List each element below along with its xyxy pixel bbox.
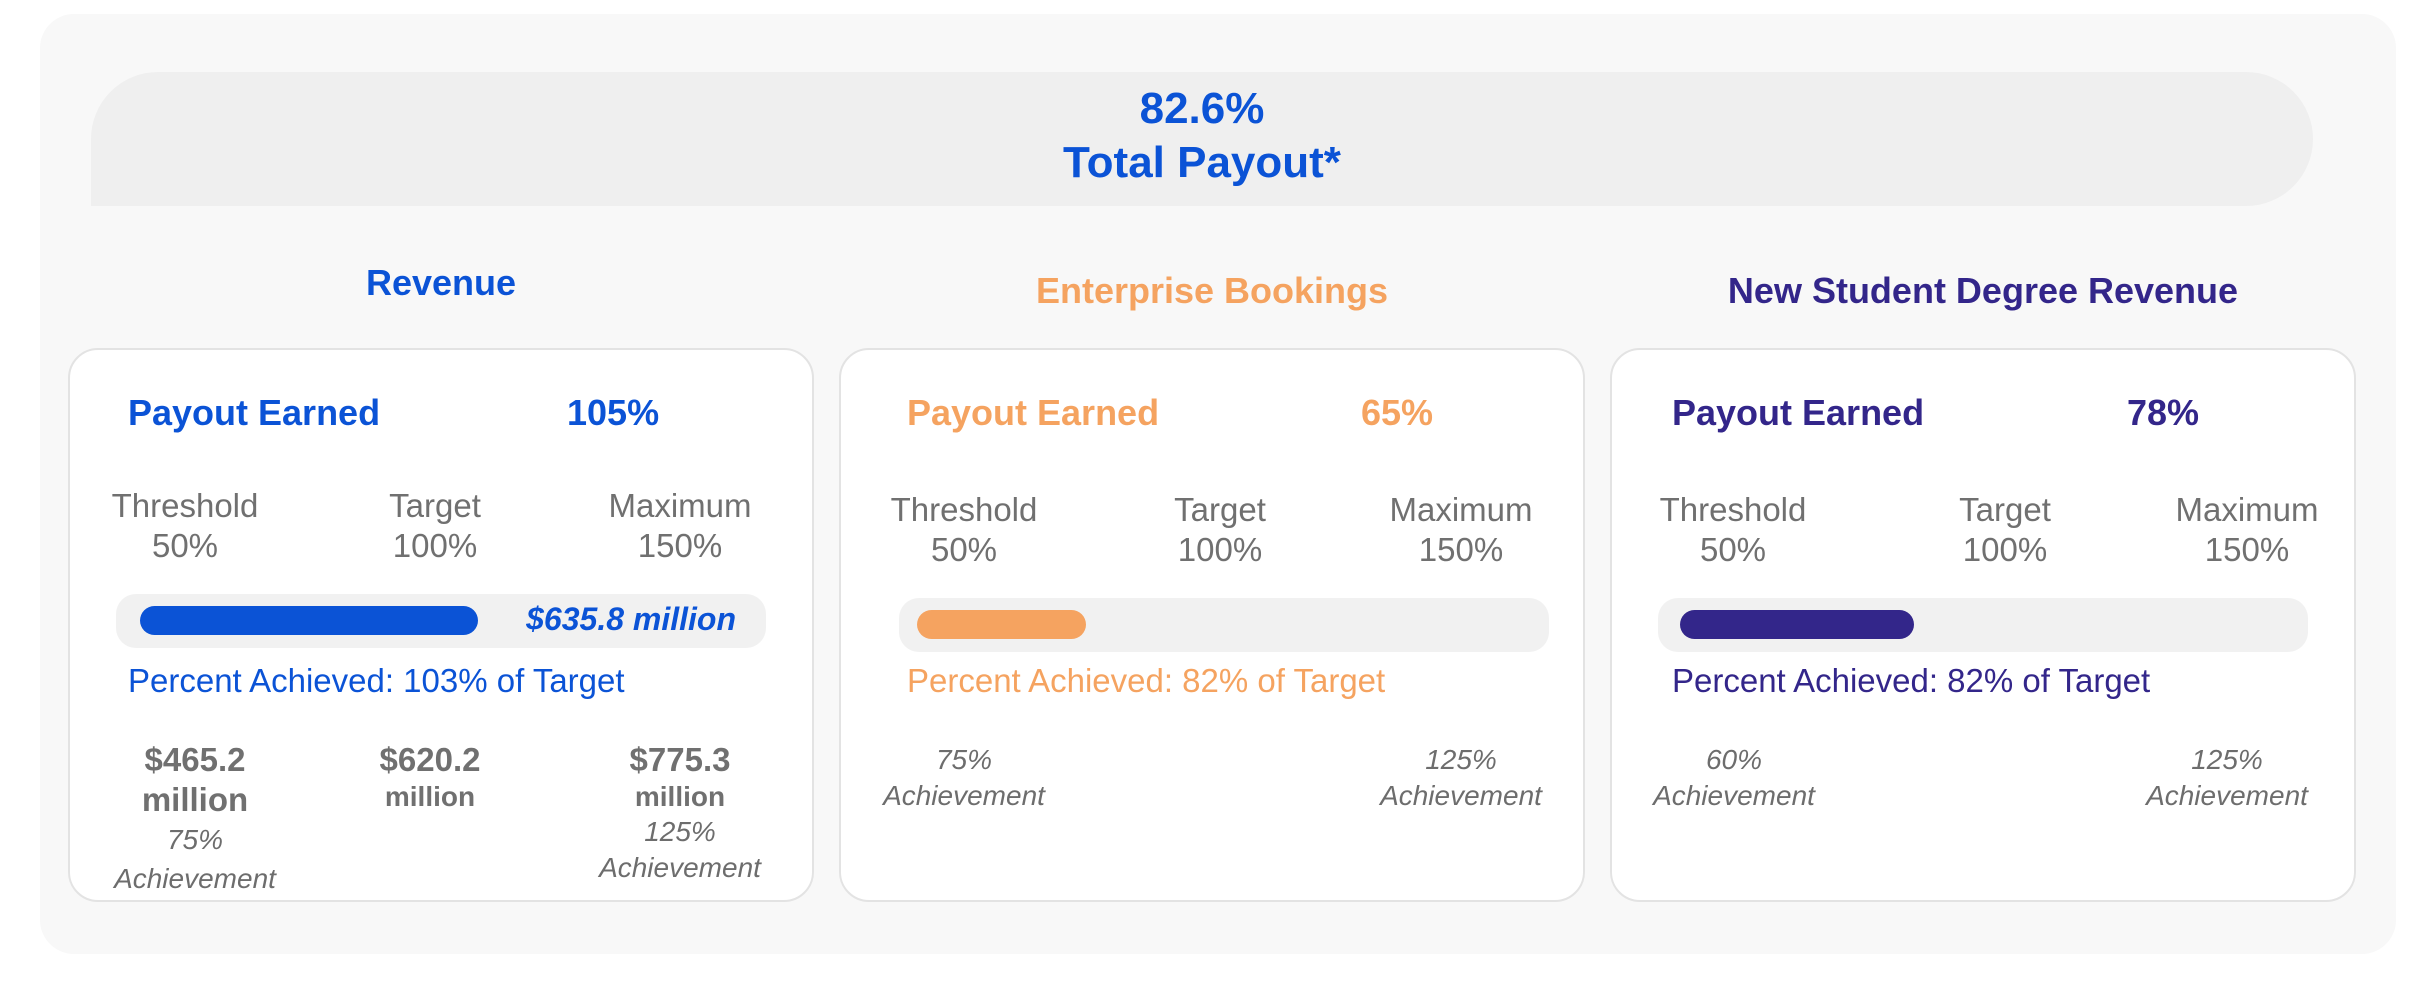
new-student-target: Target 100%: [1930, 490, 2080, 570]
target-label: Target: [1959, 491, 2051, 528]
new-student-threshold-achievement: 60% Achievement: [1629, 742, 1839, 814]
revenue-target-amount: $620.2 million: [340, 740, 520, 814]
enterprise-card: Payout Earned 65% Threshold 50% Target 1…: [839, 348, 1585, 902]
enterprise-progress-track: [899, 598, 1549, 652]
revenue-bar-value: $635.8 million: [526, 601, 736, 637]
threshold-label: Threshold: [890, 491, 1038, 528]
achievement-word: Achievement: [1380, 780, 1542, 811]
threshold-value: 50%: [930, 531, 998, 568]
new-student-maximum: Maximum 150%: [2157, 490, 2337, 570]
maximum-value: 150%: [2204, 531, 2290, 568]
new-student-card: Payout Earned 78% Threshold 50% Target 1…: [1610, 348, 2356, 902]
threshold-value: 50%: [1699, 531, 1767, 568]
enterprise-maximum-achievement: 125% Achievement: [1356, 742, 1566, 814]
new-student-payout-value: 78%: [2127, 392, 2200, 433]
achievement-percent: 125%: [2191, 744, 2263, 775]
target-value: 100%: [1177, 531, 1263, 568]
enterprise-target: Target 100%: [1145, 490, 1295, 570]
revenue-maximum: Maximum 150%: [590, 486, 770, 566]
revenue-payout-label: Payout Earned: [128, 392, 381, 433]
target-value: 100%: [1962, 531, 2048, 568]
total-payout-banner: [91, 72, 2313, 206]
achievement-percent: 75%: [166, 824, 224, 855]
total-payout-label: Total Payout*: [1063, 138, 1341, 187]
revenue-threshold-amount: $465.2 million: [110, 740, 280, 820]
target-label: Target: [389, 487, 481, 524]
achievement-word: Achievement: [1653, 780, 1815, 811]
maximum-value: 150%: [637, 527, 723, 564]
new-student-progress-fill: [1680, 610, 1914, 639]
revenue-threshold-achievement: 75% Achievement: [90, 820, 300, 898]
achievement-word: Achievement: [599, 852, 761, 883]
achievement-word: Achievement: [2146, 780, 2308, 811]
revenue-progress-track: $635.8 million: [116, 594, 766, 648]
target-amount-value: $620.2: [379, 741, 481, 778]
maximum-label: Maximum: [2175, 491, 2319, 528]
achievement-percent: 125%: [644, 816, 716, 847]
achievement-percent: 75%: [935, 744, 993, 775]
threshold-amount-unit: million: [141, 781, 249, 818]
achievement-word: Achievement: [114, 863, 276, 894]
maximum-amount-unit: million: [634, 781, 726, 812]
enterprise-threshold: Threshold 50%: [879, 490, 1049, 570]
enterprise-progress-fill: [917, 610, 1086, 639]
revenue-title: Revenue: [365, 262, 517, 303]
enterprise-threshold-achievement: 75% Achievement: [859, 742, 1069, 814]
enterprise-maximum: Maximum 150%: [1371, 490, 1551, 570]
target-value: 100%: [392, 527, 478, 564]
new-student-maximum-achievement: 125% Achievement: [2122, 742, 2332, 814]
maximum-amount-value: $775.3: [629, 741, 731, 778]
maximum-value: 150%: [1418, 531, 1504, 568]
new-student-threshold: Threshold 50%: [1648, 490, 1818, 570]
revenue-threshold: Threshold 50%: [100, 486, 270, 566]
target-label: Target: [1174, 491, 1266, 528]
enterprise-percent-achieved: Percent Achieved: 82% of Target: [907, 662, 1386, 699]
threshold-label: Threshold: [1659, 491, 1807, 528]
total-payout-percent: 82.6%: [1139, 84, 1265, 133]
enterprise-payout-label: Payout Earned: [907, 392, 1160, 433]
achievement-percent: 125%: [1425, 744, 1497, 775]
revenue-target: Target 100%: [360, 486, 510, 566]
revenue-maximum-achievement: 125% Achievement: [575, 814, 785, 886]
new-student-title: New Student Degree Revenue: [1727, 270, 2239, 311]
maximum-label: Maximum: [608, 487, 752, 524]
revenue-card: Payout Earned 105% Threshold 50% Target …: [68, 348, 814, 902]
revenue-maximum-amount: $775.3 million: [590, 740, 770, 814]
threshold-value: 50%: [151, 527, 219, 564]
maximum-label: Maximum: [1389, 491, 1533, 528]
threshold-label: Threshold: [111, 487, 259, 524]
revenue-progress-fill: [140, 606, 478, 635]
new-student-percent-achieved: Percent Achieved: 82% of Target: [1672, 662, 2151, 699]
achievement-word: Achievement: [883, 780, 1045, 811]
enterprise-payout-value: 65%: [1361, 392, 1434, 433]
threshold-amount-value: $465.2: [144, 741, 246, 778]
new-student-progress-track: [1658, 598, 2308, 652]
achievement-percent: 60%: [1705, 744, 1763, 775]
revenue-payout-value: 105%: [567, 392, 660, 433]
enterprise-title: Enterprise Bookings: [1035, 270, 1389, 311]
new-student-payout-label: Payout Earned: [1672, 392, 1925, 433]
target-amount-unit: million: [384, 781, 476, 812]
revenue-percent-achieved: Percent Achieved: 103% of Target: [128, 662, 625, 699]
